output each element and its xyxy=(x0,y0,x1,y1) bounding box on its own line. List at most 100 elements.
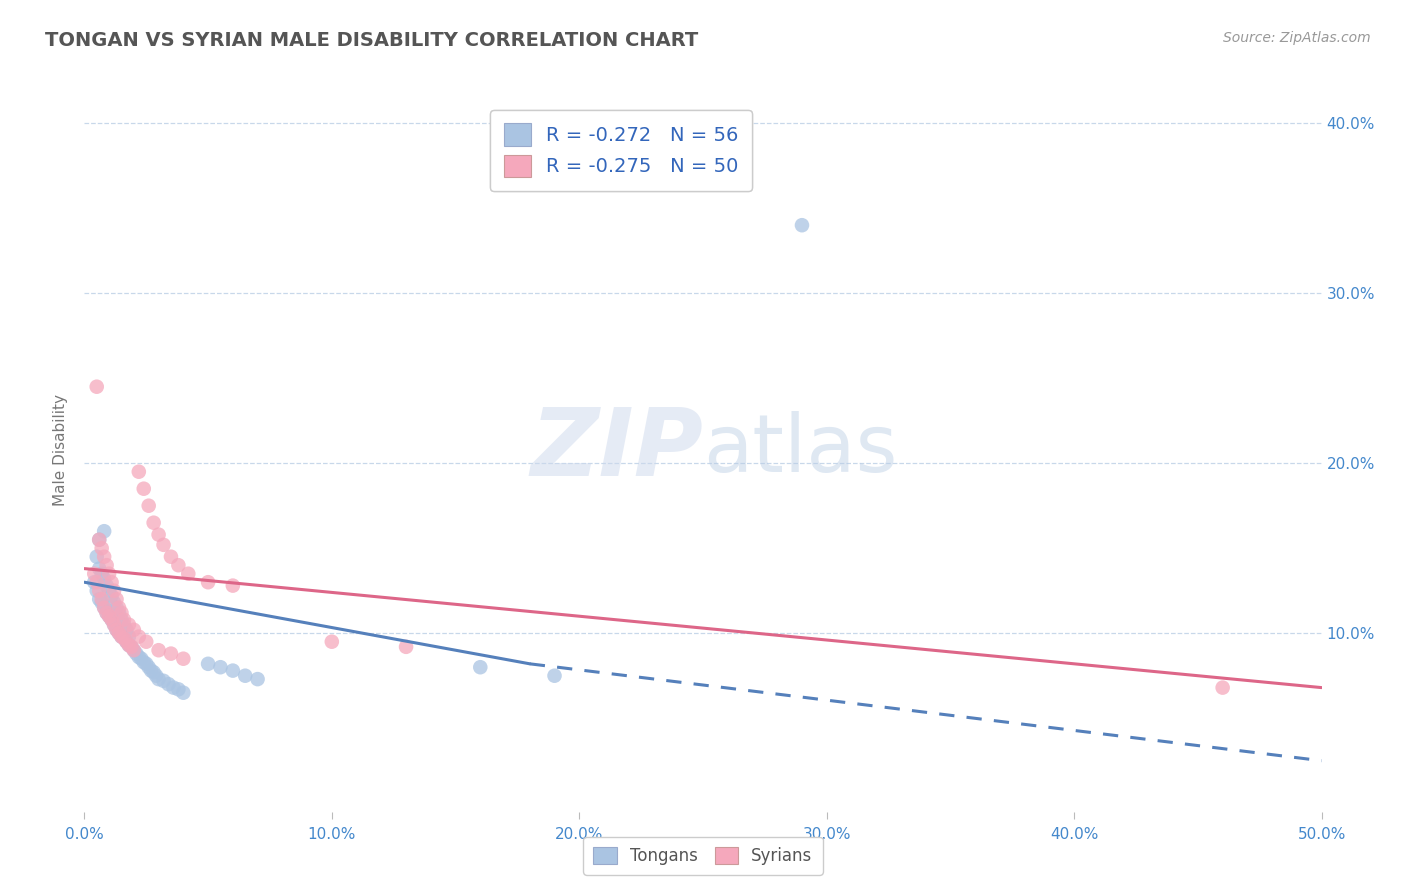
Point xyxy=(86,380,108,394)
Point xyxy=(152,673,174,688)
Point xyxy=(138,660,160,674)
Point xyxy=(93,600,115,615)
Point xyxy=(115,623,138,637)
Point xyxy=(222,579,245,593)
Point xyxy=(118,638,141,652)
Point xyxy=(89,533,111,547)
Point xyxy=(98,609,121,624)
Point xyxy=(120,640,142,654)
Point xyxy=(86,583,108,598)
Point xyxy=(89,533,111,547)
Point xyxy=(98,566,121,581)
Point xyxy=(118,638,141,652)
Point xyxy=(157,677,180,691)
Point xyxy=(122,643,145,657)
Point xyxy=(172,686,194,700)
Point xyxy=(90,566,112,581)
Point xyxy=(103,596,125,610)
Point xyxy=(122,643,145,657)
Point xyxy=(1212,681,1234,695)
Point xyxy=(167,558,190,573)
Point xyxy=(177,566,200,581)
Point xyxy=(321,634,343,648)
Point xyxy=(108,626,131,640)
Point xyxy=(110,630,132,644)
Point xyxy=(103,617,125,632)
Legend: Tongans, Syrians: Tongans, Syrians xyxy=(583,837,823,875)
Point xyxy=(122,623,145,637)
Point xyxy=(145,669,167,683)
Point xyxy=(105,592,128,607)
Point xyxy=(93,572,115,586)
Point xyxy=(197,657,219,671)
Point xyxy=(105,600,128,615)
Point xyxy=(135,634,157,648)
Point xyxy=(98,609,121,624)
Point xyxy=(233,669,256,683)
Point xyxy=(100,613,122,627)
Point xyxy=(96,558,118,573)
Point xyxy=(197,575,219,590)
Legend: R = -0.272   N = 56, R = -0.275   N = 50: R = -0.272 N = 56, R = -0.275 N = 50 xyxy=(491,110,752,191)
Point xyxy=(108,626,131,640)
Point xyxy=(86,549,108,564)
Point xyxy=(100,575,122,590)
Point xyxy=(128,650,150,665)
Point xyxy=(138,499,160,513)
Point xyxy=(209,660,232,674)
Point xyxy=(93,524,115,539)
Point xyxy=(152,538,174,552)
Point xyxy=(100,589,122,603)
Point xyxy=(103,617,125,632)
Point xyxy=(105,623,128,637)
Text: TONGAN VS SYRIAN MALE DISABILITY CORRELATION CHART: TONGAN VS SYRIAN MALE DISABILITY CORRELA… xyxy=(45,31,699,50)
Point xyxy=(160,549,183,564)
Point xyxy=(118,630,141,644)
Point xyxy=(118,617,141,632)
Point xyxy=(222,664,245,678)
Point xyxy=(128,630,150,644)
Point xyxy=(112,632,135,646)
Point xyxy=(86,575,108,590)
Point xyxy=(543,669,565,683)
Point xyxy=(93,549,115,564)
Point xyxy=(120,640,142,654)
Point xyxy=(135,657,157,671)
Point xyxy=(96,606,118,620)
Point xyxy=(89,561,111,575)
Point xyxy=(108,600,131,615)
Text: Source: ZipAtlas.com: Source: ZipAtlas.com xyxy=(1223,31,1371,45)
Point xyxy=(132,655,155,669)
Point xyxy=(90,592,112,607)
Point xyxy=(105,623,128,637)
Point xyxy=(110,613,132,627)
Point xyxy=(167,682,190,697)
Point xyxy=(141,664,163,678)
Point xyxy=(395,640,418,654)
Point xyxy=(89,592,111,607)
Point xyxy=(148,672,170,686)
Point xyxy=(112,632,135,646)
Point xyxy=(172,651,194,665)
Point xyxy=(132,482,155,496)
Point xyxy=(115,634,138,648)
Point xyxy=(100,613,122,627)
Point xyxy=(108,606,131,620)
Point xyxy=(148,527,170,541)
Point xyxy=(103,583,125,598)
Point xyxy=(93,600,115,615)
Point xyxy=(110,630,132,644)
Point xyxy=(110,606,132,620)
Point xyxy=(98,583,121,598)
Text: ZIP: ZIP xyxy=(530,404,703,497)
Point xyxy=(115,634,138,648)
Point xyxy=(142,665,165,680)
Point xyxy=(128,465,150,479)
Point xyxy=(90,596,112,610)
Point xyxy=(162,681,184,695)
Point xyxy=(148,643,170,657)
Point xyxy=(142,516,165,530)
Point xyxy=(89,583,111,598)
Point xyxy=(129,651,152,665)
Point xyxy=(112,613,135,627)
